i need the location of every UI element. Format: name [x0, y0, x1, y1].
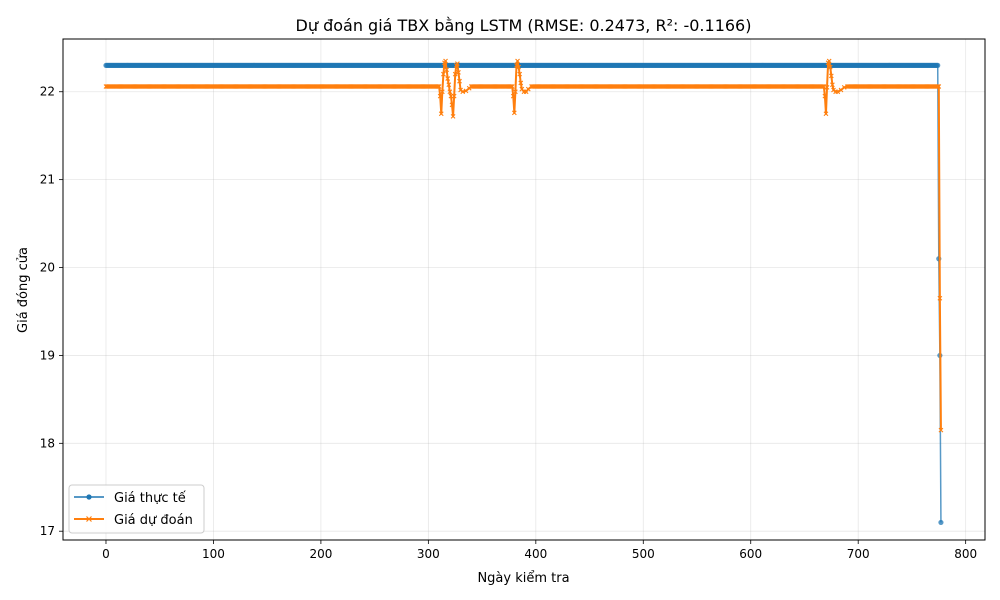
- legend-marker-predicted: [86, 516, 92, 522]
- legend: Giá thực tế Giá dự đoán: [68, 484, 205, 534]
- predicted-price-point: [830, 82, 835, 88]
- series-actual: [103, 62, 944, 526]
- predicted-price-point: [822, 93, 828, 99]
- predicted-price-point: [935, 84, 941, 89]
- predicted-price-point: [937, 295, 943, 301]
- x-tick-label: 0: [102, 547, 110, 561]
- predicted-price-point: [820, 84, 826, 89]
- predicted-price-point: [445, 76, 451, 81]
- predicted-price-point: [460, 89, 466, 95]
- axis-ticks: 0 100 200 300 400 500 600 700 800 17 18 19 20 21 22: [40, 85, 977, 561]
- predicted-price-point: [511, 110, 517, 116]
- x-axis-label: Ngày kiểm tra: [477, 571, 569, 586]
- predicted-price-point: [823, 111, 829, 117]
- x-tick-label: 600: [739, 547, 762, 561]
- y-tick-label: 18: [40, 436, 55, 450]
- series-predicted: [103, 58, 944, 433]
- y-tick-label: 17: [40, 524, 55, 538]
- legend-marker-actual: [86, 494, 92, 500]
- y-axis-label: Giá đóng cửa: [16, 247, 31, 333]
- predicted-price-point: [454, 61, 460, 66]
- predicted-price-point: [824, 84, 830, 90]
- predicted-price-point: [938, 427, 944, 433]
- predicted-price-point: [436, 84, 442, 89]
- actual-price-point: [938, 519, 944, 526]
- predicted-price-point: [517, 71, 523, 77]
- y-tick-label: 19: [40, 348, 55, 362]
- x-tick-label: 700: [847, 547, 870, 561]
- x-tick-label: 300: [417, 547, 440, 561]
- predicted-price-point: [447, 89, 453, 95]
- predicted-price-point: [827, 64, 833, 70]
- legend-label-actual: Giá thực tế: [114, 491, 186, 506]
- x-tick-label: 800: [954, 547, 977, 561]
- x-tick-label: 100: [202, 547, 225, 561]
- predicted-price-point: [443, 58, 448, 64]
- x-tick-label: 400: [524, 547, 547, 561]
- chart-title: Dự đoán giá TBX bằng LSTM (RMSE: 0.2473,…: [296, 16, 752, 35]
- x-tick-label: 200: [309, 547, 332, 561]
- y-tick-label: 21: [40, 173, 55, 187]
- predicted-price-point: [444, 67, 450, 73]
- predicted-price-point: [518, 80, 524, 86]
- predicted-price-point: [516, 64, 522, 70]
- y-tick-label: 20: [40, 261, 55, 275]
- predicted-price-point: [456, 70, 461, 75]
- predicted-price-point: [435, 84, 441, 89]
- predicted-price-point: [513, 89, 518, 95]
- predicted-price-point: [841, 84, 847, 90]
- predicted-price-point: [446, 82, 452, 88]
- predicted-price-point: [515, 58, 520, 64]
- predicted-price-point: [821, 84, 827, 89]
- x-tick-label: 500: [632, 547, 655, 561]
- plot-frame: [62, 38, 986, 541]
- legend-label-predicted: Giá dự đoán: [114, 513, 193, 528]
- predicted-price-point: [451, 93, 457, 99]
- predicted-price-point: [452, 71, 458, 77]
- predicted-price-point: [437, 93, 443, 99]
- predicted-price-point: [835, 89, 841, 95]
- y-tick-label: 22: [40, 85, 55, 99]
- predicted-price-point: [441, 71, 446, 77]
- predicted-price-point: [509, 84, 515, 89]
- predicted-price-point: [450, 113, 456, 119]
- predicted-price-point: [449, 102, 455, 108]
- predicted-price-point: [439, 89, 445, 95]
- predicted-price-point: [438, 111, 444, 117]
- predicted-price-point: [457, 78, 462, 84]
- actual-price-point: [935, 62, 941, 68]
- predicted-price-point: [510, 93, 516, 99]
- predicted-price-point: [826, 58, 832, 64]
- predicted-price-point: [828, 73, 834, 79]
- predicted-price-point: [936, 84, 942, 89]
- predicted-price-point: [508, 84, 514, 89]
- series-group: [103, 58, 944, 526]
